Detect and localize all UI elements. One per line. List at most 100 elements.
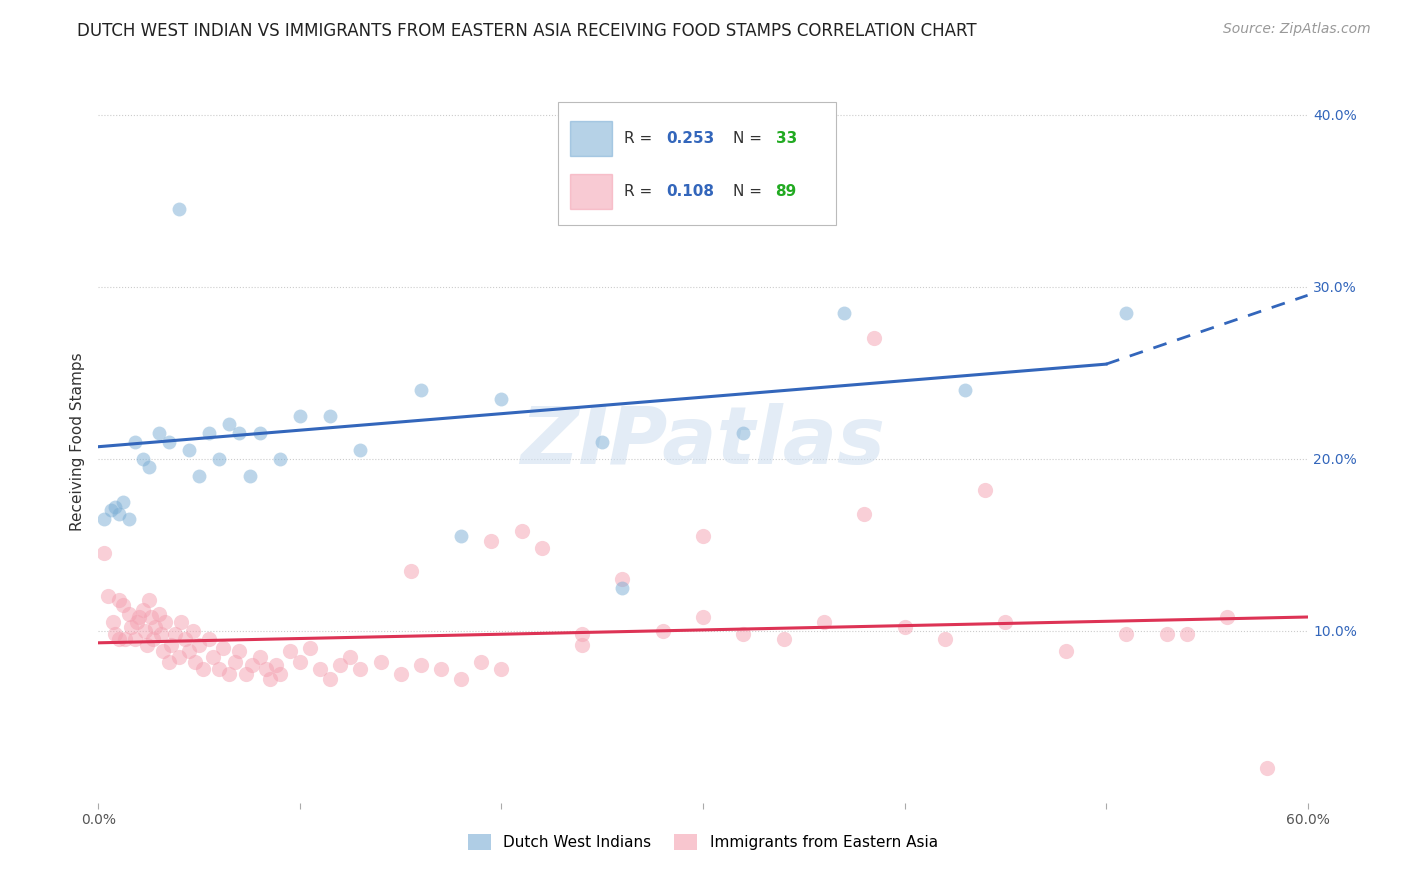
Point (235, 666, 257, 681)
Point (299, 640, 322, 655)
Point (138, 460, 160, 475)
Point (134, 624, 156, 638)
Point (1054, 644, 1077, 658)
Point (142, 632, 165, 647)
Point (149, 627, 172, 641)
Point (269, 666, 291, 681)
Point (1216, 610, 1239, 624)
Point (188, 638, 211, 652)
Point (208, 451, 231, 466)
Point (114, 632, 136, 647)
Point (198, 632, 221, 647)
Point (651, 624, 673, 638)
Point (208, 662, 231, 676)
Point (692, 529, 714, 543)
Point (100, 503, 122, 517)
Point (143, 620, 166, 634)
Point (157, 655, 180, 669)
Point (157, 434, 180, 449)
Point (571, 638, 593, 652)
Point (772, 632, 794, 647)
Text: 33: 33 (776, 131, 797, 146)
Point (218, 417, 240, 432)
Point (863, 331, 886, 345)
Point (510, 524, 533, 538)
Point (179, 443, 201, 458)
Point (152, 644, 174, 658)
Point (181, 624, 204, 638)
Point (124, 632, 146, 647)
Point (319, 672, 342, 686)
Point (111, 494, 134, 508)
Point (163, 627, 186, 641)
Point (591, 434, 613, 449)
Point (254, 662, 277, 676)
Point (1256, 761, 1278, 775)
Point (733, 425, 755, 440)
Text: R =: R = (624, 131, 658, 146)
Point (107, 592, 129, 607)
Point (339, 649, 361, 664)
Point (288, 409, 311, 423)
Point (264, 658, 287, 673)
Point (249, 649, 271, 664)
Point (733, 627, 755, 641)
Point (118, 512, 141, 526)
Point (329, 658, 352, 673)
FancyBboxPatch shape (569, 174, 613, 209)
Text: N =: N = (734, 184, 768, 199)
Point (170, 615, 193, 630)
Point (278, 644, 301, 658)
Point (813, 615, 835, 630)
Point (450, 672, 472, 686)
Point (167, 202, 190, 217)
Point (259, 672, 281, 686)
Point (93, 512, 115, 526)
Point (179, 644, 201, 658)
Point (97, 590, 120, 604)
Point (138, 592, 160, 607)
Point (1156, 627, 1178, 641)
Point (153, 615, 176, 630)
Point (148, 607, 170, 621)
FancyBboxPatch shape (569, 121, 613, 156)
Text: DUTCH WEST INDIAN VS IMMIGRANTS FROM EASTERN ASIA RECEIVING FOOD STAMPS CORRELAT: DUTCH WEST INDIAN VS IMMIGRANTS FROM EAS… (77, 22, 977, 40)
Point (174, 632, 197, 647)
Point (107, 507, 129, 521)
Point (934, 632, 956, 647)
Point (128, 610, 150, 624)
Point (212, 640, 235, 655)
Point (1115, 305, 1137, 319)
Point (249, 425, 271, 440)
Point (288, 655, 311, 669)
Point (974, 483, 997, 497)
Text: N =: N = (734, 131, 768, 146)
Point (148, 425, 170, 440)
Point (853, 507, 876, 521)
Text: 0.253: 0.253 (666, 131, 716, 146)
Point (349, 443, 371, 458)
Point (450, 529, 472, 543)
Point (953, 383, 976, 397)
Point (349, 662, 371, 676)
Point (184, 655, 207, 669)
FancyBboxPatch shape (558, 102, 837, 225)
Point (193, 662, 215, 676)
Point (101, 615, 124, 630)
Point (269, 451, 291, 466)
Point (93, 546, 115, 560)
Point (198, 425, 221, 440)
Point (103, 627, 125, 641)
Point (124, 434, 146, 449)
Point (103, 500, 125, 514)
Point (111, 598, 134, 612)
Point (370, 655, 392, 669)
Point (202, 649, 225, 664)
Point (491, 392, 513, 406)
Point (319, 409, 342, 423)
Point (430, 662, 453, 676)
Point (389, 666, 412, 681)
Point (239, 469, 262, 483)
Text: Source: ZipAtlas.com: Source: ZipAtlas.com (1223, 22, 1371, 37)
Point (132, 451, 155, 466)
